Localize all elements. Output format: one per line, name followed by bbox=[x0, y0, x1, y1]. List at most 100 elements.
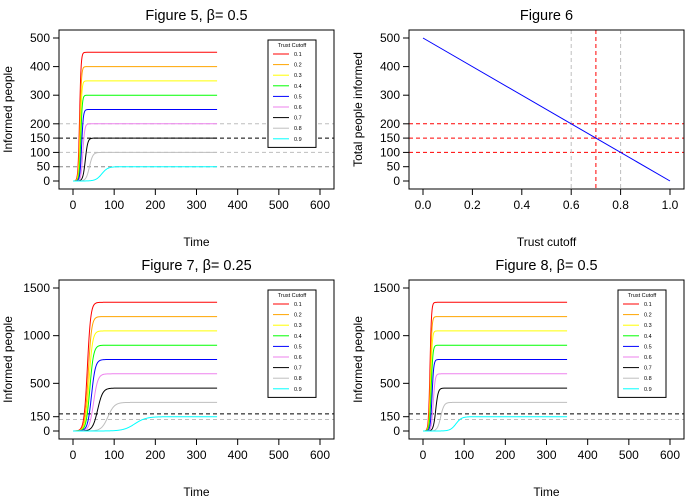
y-axis-label: Informed people bbox=[351, 316, 365, 403]
y-tick-label: 0 bbox=[43, 174, 50, 188]
series-line-0.5 bbox=[73, 109, 218, 182]
series-line-0.2 bbox=[72, 66, 218, 182]
legend-label: 0.7 bbox=[644, 366, 652, 372]
legend-title: Trust Cutoff bbox=[278, 293, 307, 299]
y-tick-label: 200 bbox=[380, 117, 400, 131]
figure-8-panel: Figure 8, β= 0.5 Time Informed people 0 100 2… bbox=[351, 258, 685, 499]
legend-label: 0.3 bbox=[294, 323, 302, 329]
series-line-0.4 bbox=[422, 344, 568, 432]
series-line-0.5 bbox=[73, 359, 218, 432]
x-tick-label: 400 bbox=[228, 448, 248, 462]
legend-label: 0.9 bbox=[644, 387, 652, 393]
plot-frame bbox=[58, 279, 335, 440]
x-tick-label: 400 bbox=[578, 448, 598, 462]
series-line-0.3 bbox=[422, 330, 568, 432]
x-tick-label: 400 bbox=[228, 198, 248, 212]
legend: Trust Cutoff 0.1 0.2 0.3 0.4 0.5 0.6 0.7 0.8 0.9 bbox=[267, 289, 317, 398]
x-axis-label: Time bbox=[183, 235, 210, 249]
series-group bbox=[72, 301, 218, 432]
chart-title: Figure 6 bbox=[520, 8, 573, 24]
series-line-0.3 bbox=[73, 80, 218, 182]
y-tick-label: 300 bbox=[30, 88, 50, 102]
x-tick-label: 0.4 bbox=[513, 198, 530, 212]
y-axis-label: Informed people bbox=[1, 66, 15, 153]
y-tick-label: 150 bbox=[380, 131, 400, 145]
legend-label: 0.9 bbox=[294, 137, 302, 143]
x-tick-label: 1.0 bbox=[662, 198, 679, 212]
y-tick-label: 100 bbox=[30, 145, 50, 159]
series-line-total informed bbox=[422, 37, 671, 182]
series-line-0.6 bbox=[423, 373, 568, 432]
x-axis-label: Time bbox=[533, 485, 560, 499]
x-tick-label: 0.6 bbox=[563, 198, 580, 212]
series-line-0.6 bbox=[73, 123, 218, 182]
series-group bbox=[422, 301, 568, 432]
series-line-0.4 bbox=[73, 344, 218, 432]
legend-label: 0.1 bbox=[644, 302, 652, 308]
legend-label: 0.8 bbox=[644, 376, 652, 382]
x-tick-label: 300 bbox=[186, 448, 206, 462]
series-line-0.9 bbox=[73, 416, 218, 432]
x-tick-label: 500 bbox=[269, 198, 289, 212]
y-tick-label: 0 bbox=[393, 174, 400, 188]
y-tick-label: 500 bbox=[380, 31, 400, 45]
series-line-0.9 bbox=[73, 166, 218, 182]
chart-title: Figure 7, β= 0.25 bbox=[141, 258, 251, 274]
y-axis-label: Informed people bbox=[1, 316, 15, 403]
series-line-0.4 bbox=[73, 94, 218, 182]
legend-label: 0.4 bbox=[294, 84, 302, 90]
plot-frame bbox=[58, 29, 335, 190]
series-line-0.5 bbox=[423, 359, 568, 432]
legend: Trust Cutoff 0.1 0.2 0.3 0.4 0.5 0.6 0.7 0.8 0.9 bbox=[617, 289, 667, 398]
legend-label: 0.4 bbox=[294, 334, 302, 340]
y-tick-label: 400 bbox=[30, 60, 50, 74]
legend-label: 0.7 bbox=[294, 116, 302, 122]
x-tick-label: 100 bbox=[454, 448, 474, 462]
x-tick-label: 200 bbox=[145, 448, 165, 462]
series-line-0.8 bbox=[73, 151, 218, 182]
y-tick-label: 100 bbox=[380, 145, 400, 159]
y-tick-label: 1000 bbox=[373, 329, 400, 343]
y-tick-label: 300 bbox=[380, 88, 400, 102]
x-tick-label: 0 bbox=[420, 448, 427, 462]
legend-box bbox=[617, 289, 667, 398]
legend-title: Trust Cutoff bbox=[628, 293, 657, 299]
x-tick-label: 600 bbox=[310, 198, 330, 212]
y-tick-label: 500 bbox=[30, 376, 50, 390]
x-tick-label: 200 bbox=[145, 198, 165, 212]
legend-label: 0.5 bbox=[294, 344, 302, 350]
x-tick-label: 600 bbox=[660, 448, 680, 462]
series-line-0.7 bbox=[423, 387, 568, 432]
y-tick-label: 1500 bbox=[373, 281, 400, 295]
series-line-0.7 bbox=[73, 137, 218, 182]
plot-frame bbox=[408, 29, 685, 190]
y-tick-label: 1000 bbox=[23, 329, 50, 343]
x-tick-label: 600 bbox=[310, 448, 330, 462]
x-tick-label: 300 bbox=[536, 448, 556, 462]
x-tick-label: 0.8 bbox=[612, 198, 629, 212]
legend-label: 0.5 bbox=[644, 344, 652, 350]
legend-label: 0.1 bbox=[294, 52, 302, 58]
legend-label: 0.8 bbox=[294, 126, 302, 132]
series-line-0.1 bbox=[72, 51, 218, 182]
series-line-0.8 bbox=[73, 401, 218, 432]
y-tick-label: 1500 bbox=[23, 281, 50, 295]
series-line-0.3 bbox=[72, 330, 218, 432]
legend-label: 0.3 bbox=[644, 323, 652, 329]
legend-title: Trust Cutoff bbox=[278, 43, 307, 49]
legend-label: 0.2 bbox=[294, 313, 302, 319]
y-tick-label: 0 bbox=[393, 424, 400, 438]
y-axis-label: Total people informed bbox=[351, 52, 365, 167]
figure-5-panel: Figure 5, β= 0.5 Time Informed people 0 100 2… bbox=[1, 8, 335, 249]
y-tick-label: 400 bbox=[380, 60, 400, 74]
legend-label: 0.2 bbox=[644, 313, 652, 319]
legend: Trust Cutoff 0.1 0.2 0.3 0.4 0.5 0.6 0.7 0.8 0.9 bbox=[267, 39, 317, 148]
series-line-0.7 bbox=[73, 387, 218, 432]
chart-title: Figure 5, β= 0.5 bbox=[145, 8, 247, 24]
series-line-0.8 bbox=[423, 401, 568, 432]
x-tick-label: 200 bbox=[495, 448, 515, 462]
figure-6-panel: Figure 6 Trust cutoff Total people informe… bbox=[351, 8, 685, 249]
legend-label: 0.3 bbox=[294, 73, 302, 79]
legend-box bbox=[267, 39, 317, 148]
